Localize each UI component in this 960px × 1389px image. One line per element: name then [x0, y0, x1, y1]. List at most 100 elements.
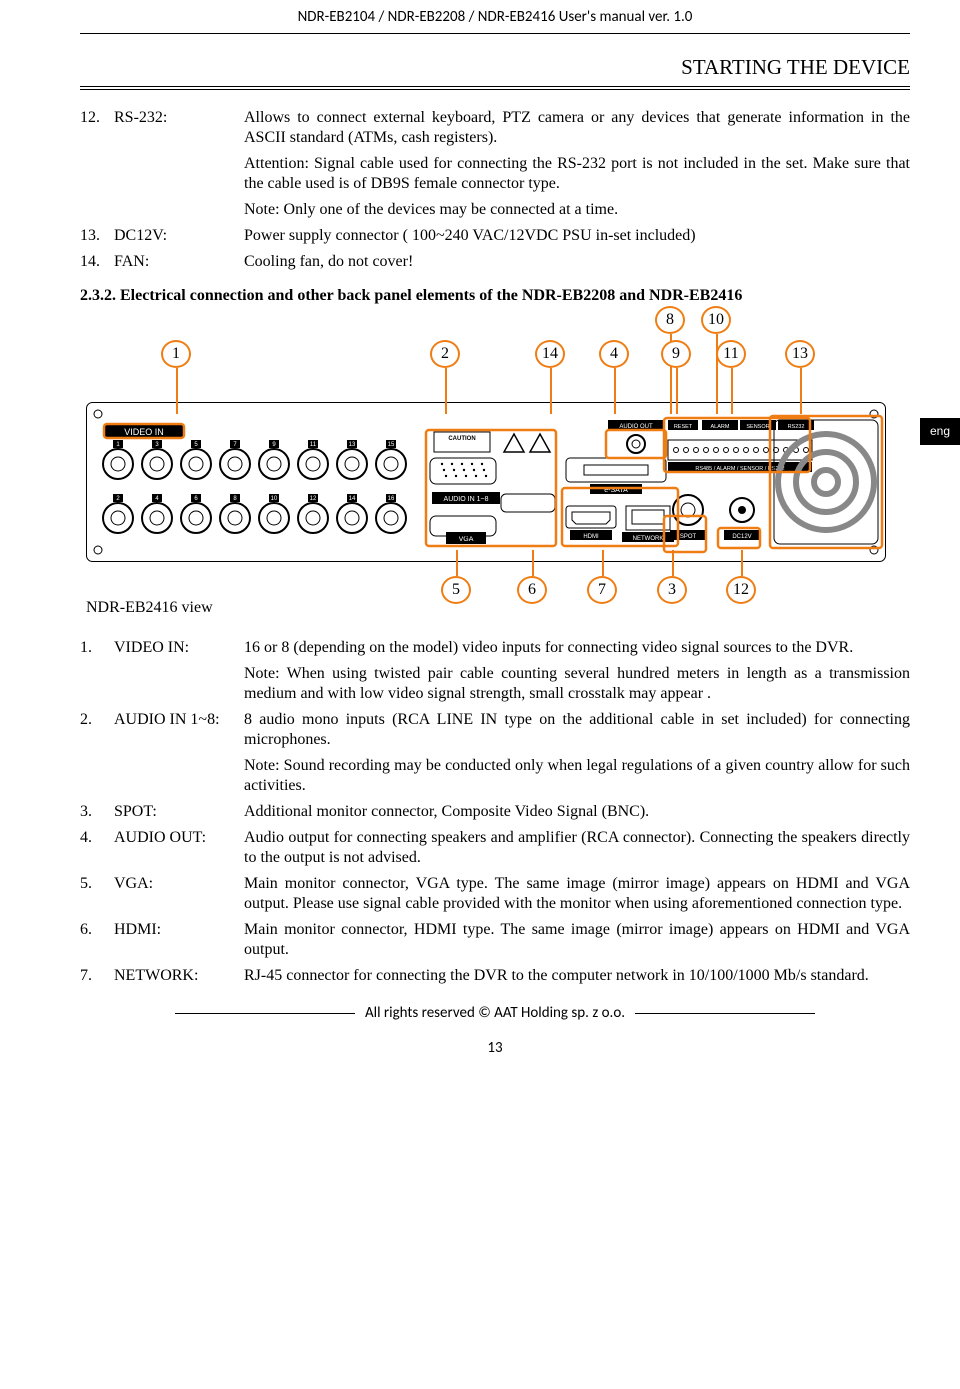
item-desc: Power supply connector ( 100~240 VAC/12V…	[244, 226, 910, 246]
callout-12: 12	[726, 576, 756, 604]
item-extra-desc: Note: Only one of the devices may be con…	[244, 200, 910, 220]
callout-11: 11	[716, 340, 746, 368]
item-label: FAN:	[114, 252, 244, 272]
definition-row: 13.DC12V:Power supply connector ( 100~24…	[80, 226, 910, 246]
leader-line	[456, 550, 458, 576]
item-number: 5.	[80, 874, 114, 894]
callout-7: 7	[587, 576, 617, 604]
item-label: RS-232:	[114, 108, 244, 128]
leader-line	[731, 368, 733, 414]
definitions-bottom: 1.VIDEO IN:16 or 8 (depending on the mod…	[80, 638, 910, 986]
footer: All rights reserved © AAT Holding sp. z …	[80, 1004, 910, 1023]
definition-row: 5.VGA:Main monitor connector, VGA type. …	[80, 874, 910, 914]
item-extra-desc: Note: Sound recording may be conducted o…	[244, 756, 910, 796]
item-number: 2.	[80, 710, 114, 730]
back-panel-figure: eng VIDEO IN13579111315246810121416CAUTI…	[80, 318, 910, 638]
definition-row: 2.AUDIO IN 1~8:8 audio mono inputs (RCA …	[80, 710, 910, 750]
svg-text:11: 11	[310, 442, 317, 448]
definitions-top: 12.RS-232:Allows to connect external key…	[80, 108, 910, 272]
definition-row: 12.RS-232:Allows to connect external key…	[80, 108, 910, 148]
item-desc: 16 or 8 (depending on the model) video i…	[244, 638, 910, 658]
item-number: 1.	[80, 638, 114, 658]
svg-text:NETWORK: NETWORK	[633, 536, 664, 542]
definition-extra: Note: Only one of the devices may be con…	[80, 200, 910, 220]
item-number: 7.	[80, 966, 114, 986]
item-number: 13.	[80, 226, 114, 246]
definition-extra: Note: Sound recording may be conducted o…	[80, 756, 910, 796]
item-desc: Audio output for connecting speakers and…	[244, 828, 910, 868]
view-label: NDR-EB2416 view	[86, 598, 213, 618]
page-number: 13	[80, 1039, 910, 1058]
callout-13: 13	[785, 340, 815, 368]
copyright: All rights reserved © AAT Holding sp. z …	[365, 1004, 625, 1023]
definition-extra: Attention: Signal cable used for connect…	[80, 154, 910, 194]
svg-text:VIDEO IN: VIDEO IN	[124, 427, 164, 437]
svg-text:ALARM: ALARM	[711, 424, 730, 430]
callout-2: 2	[430, 340, 460, 368]
item-label: NETWORK:	[114, 966, 244, 986]
section-title: STARTING THE DEVICE	[80, 54, 910, 80]
callout-1: 1	[161, 340, 191, 368]
item-label: SPOT:	[114, 802, 244, 822]
item-desc: Allows to connect external keyboard, PTZ…	[244, 108, 910, 148]
svg-text:VGA: VGA	[459, 536, 474, 543]
leader-line	[550, 368, 552, 414]
callout-6: 6	[517, 576, 547, 604]
item-label: AUDIO OUT:	[114, 828, 244, 848]
item-label: AUDIO IN 1~8:	[114, 710, 244, 730]
definition-extra: Note: When using twisted pair cable coun…	[80, 664, 910, 704]
item-desc: 8 audio mono inputs (RCA LINE IN type on…	[244, 710, 910, 750]
svg-text:16: 16	[388, 496, 395, 502]
svg-text:CAUTION: CAUTION	[448, 436, 475, 442]
item-desc: Main monitor connector, HDMI type. The s…	[244, 920, 910, 960]
svg-text:AUDIO IN 1~8: AUDIO IN 1~8	[444, 496, 489, 503]
svg-text:HDMI: HDMI	[583, 534, 599, 540]
item-desc: Cooling fan, do not cover!	[244, 252, 910, 272]
leader-line	[445, 368, 447, 414]
definition-row: 3.SPOT:Additional monitor connector, Com…	[80, 802, 910, 822]
callout-8: 8	[655, 306, 685, 334]
leader-line	[672, 550, 674, 576]
item-desc: Additional monitor connector, Composite …	[244, 802, 910, 822]
back-panel-diagram: VIDEO IN13579111315246810121416CAUTIONAU…	[86, 402, 886, 562]
callout-5: 5	[441, 576, 471, 604]
item-desc: RJ-45 connector for connecting the DVR t…	[244, 966, 910, 986]
manual-title: NDR-EB2104 / NDR-EB2208 / NDR-EB2416 Use…	[80, 8, 910, 27]
item-number: 12.	[80, 108, 114, 128]
item-number: 14.	[80, 252, 114, 272]
svg-text:10: 10	[271, 496, 278, 502]
svg-text:RS232: RS232	[788, 424, 805, 430]
definition-row: 1.VIDEO IN:16 or 8 (depending on the mod…	[80, 638, 910, 658]
subheading: 2.3.2. Electrical connection and other b…	[80, 286, 910, 306]
svg-text:15: 15	[388, 442, 395, 448]
leader-line	[532, 550, 534, 576]
definition-row: 7.NETWORK:RJ-45 connector for connecting…	[80, 966, 910, 986]
svg-text:SPOT: SPOT	[680, 534, 697, 540]
header-rule	[80, 33, 910, 34]
callout-14: 14	[535, 340, 565, 368]
language-tab: eng	[920, 418, 960, 445]
leader-line	[741, 550, 743, 576]
item-extra-desc: Attention: Signal cable used for connect…	[244, 154, 910, 194]
callout-9: 9	[661, 340, 691, 368]
leader-line	[676, 368, 678, 414]
svg-text:14: 14	[349, 496, 356, 502]
double-rule	[80, 86, 910, 90]
item-label: VIDEO IN:	[114, 638, 244, 658]
item-number: 3.	[80, 802, 114, 822]
leader-line	[614, 368, 616, 414]
leader-line	[176, 368, 178, 414]
callout-4: 4	[599, 340, 629, 368]
svg-text:13: 13	[349, 442, 356, 448]
item-extra-desc: Note: When using twisted pair cable coun…	[244, 664, 910, 704]
item-label: DC12V:	[114, 226, 244, 246]
callout-3: 3	[657, 576, 687, 604]
svg-text:SENSOR: SENSOR	[746, 424, 769, 430]
item-label: HDMI:	[114, 920, 244, 940]
callout-10: 10	[701, 306, 731, 334]
svg-text:DC12V: DC12V	[732, 534, 751, 540]
definition-row: 6.HDMI:Main monitor connector, HDMI type…	[80, 920, 910, 960]
item-number: 4.	[80, 828, 114, 848]
definition-row: 4.AUDIO OUT:Audio output for connecting …	[80, 828, 910, 868]
svg-text:RESET: RESET	[674, 424, 693, 430]
